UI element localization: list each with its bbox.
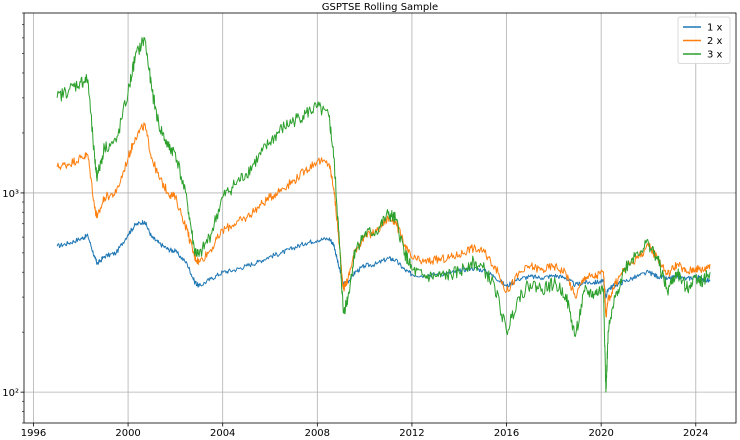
chart-title: GSPTSE Rolling Sample <box>322 2 438 13</box>
x-tick-label: 2016 <box>494 428 519 439</box>
plot-area <box>56 37 711 393</box>
grid-lines <box>24 13 736 423</box>
legend-label: 1 x <box>707 23 723 34</box>
axis-ticks: 1996 2000 2004 2008 2012 2016 2020 2024 10² 10³ <box>2 12 709 439</box>
x-tick-label: 1996 <box>21 428 46 439</box>
x-tick-label: 2024 <box>683 428 708 439</box>
series-line-3 <box>56 37 711 393</box>
y-tick-label: 10³ <box>2 189 19 200</box>
x-tick-label: 2008 <box>305 428 330 439</box>
x-tick-label: 2004 <box>210 428 235 439</box>
x-tick-label: 2020 <box>588 428 613 439</box>
legend-label: 2 x <box>707 36 723 47</box>
legend-box <box>677 16 731 64</box>
x-tick-label: 2012 <box>399 428 424 439</box>
y-tick-label: 10² <box>2 388 19 399</box>
x-tick-label: 2000 <box>115 428 140 439</box>
axes-frame <box>23 12 737 424</box>
legend: 1 x 2 x 3 x <box>677 16 731 64</box>
series-line-1 <box>56 220 711 299</box>
legend-label: 3 x <box>707 50 723 61</box>
series-line-2 <box>56 122 711 318</box>
